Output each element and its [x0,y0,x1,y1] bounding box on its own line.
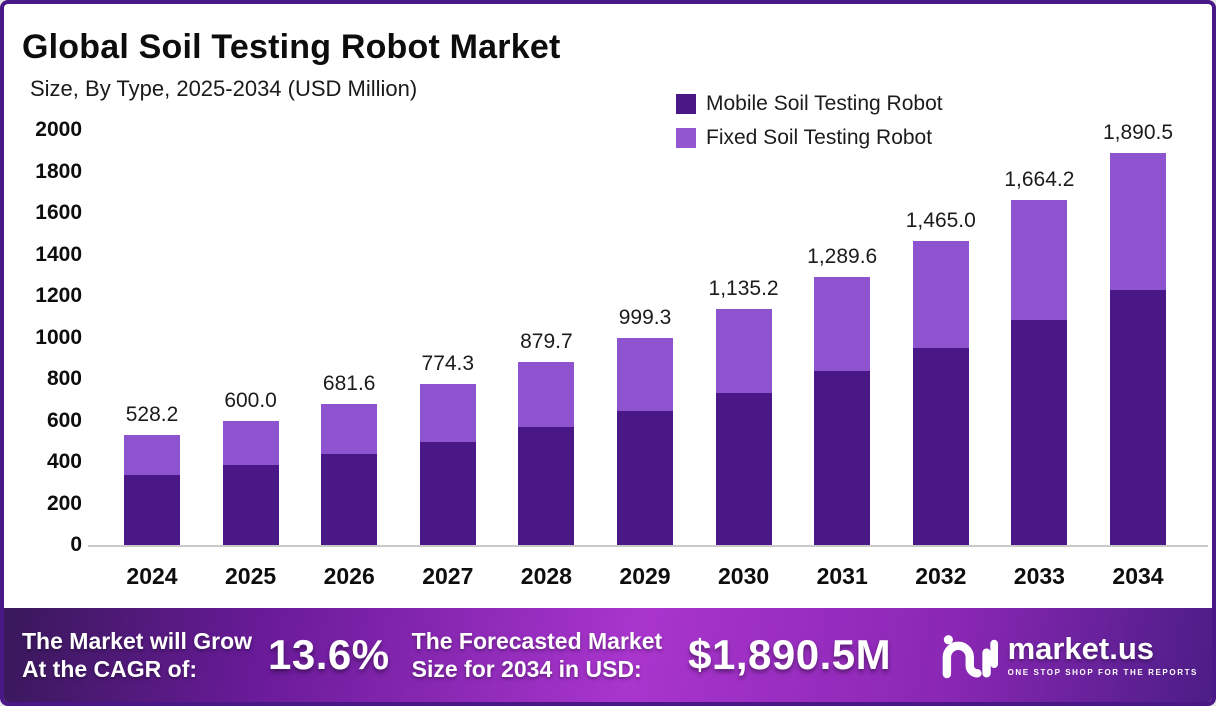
legend-label-mobile: Mobile Soil Testing Robot [706,92,943,115]
bar-2024 [124,435,180,545]
bar-2033-fixed-segment [1011,199,1068,320]
y-tick-400: 400 [46,450,82,473]
bar-value-2034: 1,890.5 [1102,120,1174,144]
y-tick-1800: 1800 [35,159,82,183]
bar-2028-mobile-segment [518,426,575,545]
y-tick-600: 600 [46,408,82,432]
x-label-2025: 2025 [225,563,277,589]
bar-2025-mobile-segment [222,465,279,545]
legend-swatch-mobile [676,94,696,114]
x-label-2028: 2028 [520,563,572,589]
page-title: Global Soil Testing Robot Market [22,28,561,66]
cagr-value: 13.6% [268,631,390,678]
bar-2031 [814,277,871,545]
plot-area: 528.2 600.0 681.6 774.3 879.7 999.3 1,135.2 1,2… [94,121,1199,546]
marketus-logo-name: market.us [1007,631,1155,666]
bar-2024-mobile-segment [124,475,180,545]
y-tick-800: 800 [46,367,82,390]
bar-2027-mobile-segment [419,441,476,545]
bar-2030-mobile-segment [715,392,772,545]
bar-2025 [222,420,279,546]
x-label-2033: 2033 [1013,563,1065,589]
bar-2026 [321,403,378,545]
legend-item-mobile: Mobile Soil Testing Robot [676,92,943,116]
bar-2030-fixed-segment [715,309,772,393]
x-label-2034: 2034 [1112,563,1164,589]
forecast-blurb: The Forecasted Market Size for 2034 in U… [412,627,663,683]
bar-2027-fixed-segment [419,384,476,442]
marketus-logo: market.us ONE STOP SHOP FOR THE REPORTS [940,629,1198,681]
y-tick-1200: 1200 [35,284,82,307]
y-tick-1000: 1000 [35,325,82,349]
bar-value-2028: 879.7 [520,330,573,354]
legend: Mobile Soil Testing Robot Fixed Soil Tes… [676,92,943,150]
legend-item-fixed: Fixed Soil Testing Robot [676,126,943,150]
marketus-logo-icon [942,635,998,679]
bar-value-2029: 999.3 [618,305,672,329]
bar-2029-fixed-segment [617,337,673,412]
x-label-2024: 2024 [126,563,178,589]
bar-2028 [518,362,575,545]
bar-2031-fixed-segment [814,277,871,372]
x-label-2029: 2029 [619,563,671,589]
bar-2033-mobile-segment [1011,319,1068,545]
x-label-2031: 2031 [816,563,868,589]
bar-value-2026: 681.6 [322,371,376,395]
bar-2032-mobile-segment [912,347,969,545]
bar-2030 [715,309,772,545]
bar-2032 [912,241,969,545]
bar-value-2030: 1,135.2 [708,277,779,301]
bar-value-2032: 1,465.0 [905,209,976,233]
y-tick-2000: 2000 [35,118,82,141]
legend-swatch-fixed [676,128,696,148]
cagr-blurb-line1: The Market will Grow [22,627,253,654]
bar-2024-fixed-segment [124,435,180,476]
x-axis-line [88,545,1208,547]
bar-2034 [1110,152,1166,545]
bar-2026-fixed-segment [321,403,378,455]
bar-2029-mobile-segment [617,411,673,545]
x-label-2030: 2030 [718,563,770,589]
legend-label-fixed: Fixed Soil Testing Robot [706,126,933,149]
forecast-blurb-line2: Size for 2034 in USD: [411,656,642,682]
bar-value-2025: 600.0 [224,388,277,412]
bar-2029 [617,337,673,545]
bar-value-2031: 1,289.6 [807,245,878,269]
y-axis: 0 200 400 600 800 1000 1200 1400 1600 1800 2000 [4,4,82,702]
marketus-logo-text-block: market.us ONE STOP SHOP FOR THE REPORTS [1008,633,1198,677]
bar-2026-mobile-segment [321,454,378,545]
bar-2033 [1011,199,1068,545]
forecast-blurb-line1: The Forecasted Market [411,627,663,654]
bar-2031-mobile-segment [814,371,871,545]
bar-value-2033: 1,664.2 [1004,167,1075,191]
x-label-2027: 2027 [422,563,474,589]
forecast-value: $1,890.5M [688,631,892,678]
x-label-2026: 2026 [323,563,375,589]
bar-value-2027: 774.3 [421,352,475,376]
y-tick-0: 0 [70,533,82,556]
bar-2028-fixed-segment [518,362,575,427]
y-tick-1400: 1400 [35,242,82,266]
y-tick-200: 200 [46,491,82,515]
cagr-blurb: The Market will Grow At the CAGR of: [22,627,252,683]
x-label-2032: 2032 [915,563,967,589]
page-subtitle: Size, By Type, 2025-2034 (USD Million) [30,76,418,101]
bar-2034-fixed-segment [1110,152,1166,290]
bar-2032-fixed-segment [912,241,969,348]
bar-2025-fixed-segment [222,420,279,466]
bar-2027 [419,384,476,545]
y-tick-1600: 1600 [35,201,82,224]
cagr-blurb-line2: At the CAGR of: [22,656,198,682]
marketus-logo-tagline: ONE STOP SHOP FOR THE REPORTS [1007,668,1198,677]
bar-2034-mobile-segment [1110,289,1166,545]
footer-banner: The Market will Grow At the CAGR of: 13.… [4,608,1212,702]
bar-value-2024: 528.2 [125,403,179,427]
